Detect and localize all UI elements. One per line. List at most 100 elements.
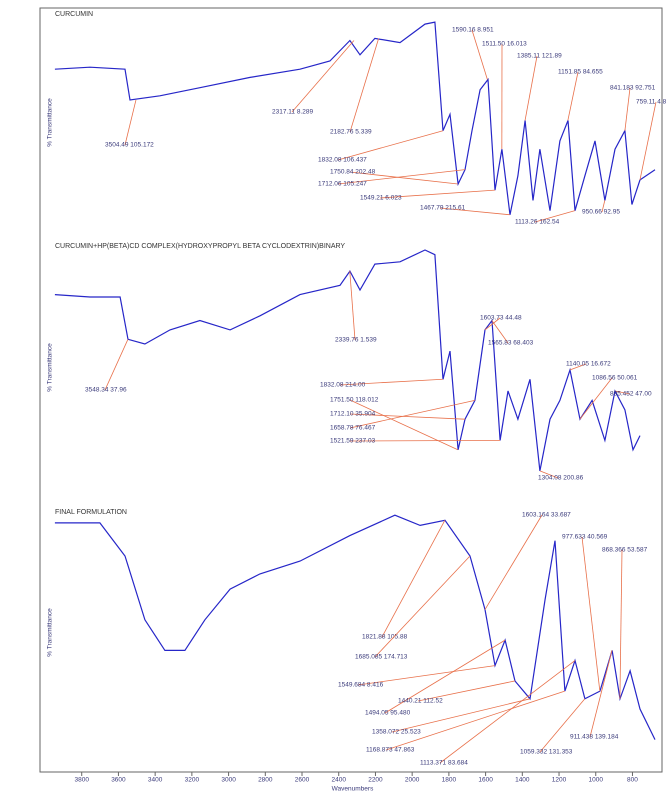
x-tick-label: 2400 bbox=[331, 777, 346, 784]
annotation-label: 1511.50 16.013 bbox=[482, 41, 527, 48]
annotation-leader bbox=[374, 555, 471, 658]
annotation-leader bbox=[539, 470, 559, 479]
annotation-label: 1385.11 121.89 bbox=[517, 53, 562, 60]
x-axis-label: Wavenumbers bbox=[332, 786, 374, 793]
annotation-label: 1712.10 35.904 bbox=[330, 411, 376, 418]
annotation-leader bbox=[349, 439, 500, 442]
annotation-leader bbox=[385, 690, 565, 751]
annotation-leader bbox=[349, 400, 475, 429]
annotation-leader bbox=[349, 413, 466, 420]
x-tick-label: 1200 bbox=[552, 777, 567, 784]
annotation-leader bbox=[439, 660, 576, 764]
annotation-label: 2339.76 1.539 bbox=[335, 337, 377, 344]
annotation-leader bbox=[471, 29, 488, 80]
annotation-label: 1304.08 200.86 bbox=[538, 475, 584, 482]
annotation-leader bbox=[381, 520, 446, 638]
plot-frame bbox=[39, 7, 663, 773]
annotation-leader bbox=[614, 390, 631, 395]
annotation-label: 1751.50 118.012 bbox=[330, 397, 379, 404]
annotation-leader bbox=[624, 87, 631, 131]
panel-title: CURCUMIN+HP(BETA)CD COMPLEX(HYDROXYPROPY… bbox=[55, 243, 345, 250]
x-tick-label: 3000 bbox=[221, 777, 236, 784]
annotation-leader bbox=[589, 650, 613, 738]
y-axis-label: % Transmittance bbox=[47, 608, 54, 657]
panel-title: FINAL FORMULATION bbox=[55, 509, 127, 516]
annotation-label: 1832.08 214.00 bbox=[320, 382, 366, 389]
annotation-label: 868.366 53.587 bbox=[602, 547, 648, 554]
annotation-label: 3504.49 105.172 bbox=[105, 142, 154, 149]
annotation-leader bbox=[357, 665, 495, 686]
annotation-leader bbox=[484, 317, 501, 331]
annotation-leader bbox=[569, 363, 587, 371]
annotation-leader bbox=[349, 271, 356, 341]
annotation-leader bbox=[384, 639, 506, 714]
x-tick-label: 2600 bbox=[295, 777, 310, 784]
annotation-label: 1603.73 44.48 bbox=[480, 315, 522, 322]
x-tick-label: 800 bbox=[627, 777, 638, 784]
annotation-leader bbox=[619, 549, 623, 699]
annotation-label: 1590.16 8.951 bbox=[452, 27, 494, 34]
x-tick-label: 1400 bbox=[515, 777, 530, 784]
annotation-label: 1565.83 68.403 bbox=[488, 340, 534, 347]
annotation-label: 911.438 139.184 bbox=[570, 734, 619, 741]
annotation-label: 1712.06 105.247 bbox=[318, 181, 367, 188]
x-tick-label: 3400 bbox=[148, 777, 163, 784]
annotation-leader bbox=[417, 680, 516, 702]
annotation-label: 1168.873 47.863 bbox=[366, 747, 415, 754]
annotation-leader bbox=[491, 320, 509, 344]
annotation-leader bbox=[484, 514, 543, 610]
annotation-leader bbox=[524, 55, 538, 121]
annotation-label: 1113.371 83.684 bbox=[420, 760, 468, 767]
annotation-label: 1549.684 8.416 bbox=[338, 682, 384, 689]
x-tick-label: 1000 bbox=[589, 777, 604, 784]
annotation-label: 2182.76 5.339 bbox=[330, 129, 372, 136]
annotation-label: 1113.26 162.54 bbox=[515, 219, 560, 226]
annotation-leader bbox=[539, 698, 586, 753]
annotation-label: 1059.332 131.353 bbox=[520, 749, 573, 756]
annotation-label: 1521.59 237.03 bbox=[330, 438, 376, 445]
annotation-label: 759.11 4.8 bbox=[636, 99, 666, 106]
y-axis-label: % Transmittance bbox=[47, 98, 54, 147]
annotation-label: 1603.164 33.687 bbox=[522, 512, 571, 519]
annotation-label: 1151.85 84.655 bbox=[558, 69, 603, 76]
annotation-label: 977.633 40.569 bbox=[562, 534, 608, 541]
x-tick-label: 1600 bbox=[478, 777, 493, 784]
annotation-leader bbox=[379, 189, 495, 199]
annotation-leader bbox=[124, 99, 137, 146]
annotation-leader bbox=[391, 698, 531, 733]
annotation-label: 1467.79 215.61 bbox=[420, 205, 466, 212]
annotation-label: 1658.78 76.467 bbox=[330, 425, 376, 432]
annotation-leader bbox=[439, 207, 510, 216]
annotation-label: 1140.05 16.672 bbox=[566, 361, 611, 368]
annotation-leader bbox=[337, 130, 444, 161]
x-tick-label: 2800 bbox=[258, 777, 273, 784]
annotation-label: 3548.34 37.96 bbox=[85, 387, 127, 394]
annotation-label: 950.66 92.95 bbox=[582, 209, 620, 216]
x-tick-label: 2200 bbox=[368, 777, 383, 784]
x-tick-label: 1800 bbox=[442, 777, 457, 784]
annotation-leader bbox=[579, 377, 613, 420]
x-tick-label: 2000 bbox=[405, 777, 420, 784]
annotation-label: 841.183 92.751 bbox=[610, 85, 656, 92]
annotation-label: 1494.05 95.480 bbox=[365, 710, 411, 717]
annotation-leader bbox=[349, 38, 379, 133]
annotation-label: 1685.085 174.713 bbox=[355, 654, 408, 661]
annotation-label: 1750.84 202.48 bbox=[330, 169, 376, 176]
x-tick-label: 3200 bbox=[185, 777, 200, 784]
annotation-label: 1832.08 106.437 bbox=[318, 157, 367, 164]
x-tick-label: 3800 bbox=[74, 777, 89, 784]
annotation-label: 2317.11 8.289 bbox=[272, 109, 313, 116]
annotation-leader bbox=[639, 101, 657, 180]
annotation-label: 1440.21 112.52 bbox=[398, 698, 443, 705]
annotation-leader bbox=[349, 399, 458, 451]
x-tick-label: 3600 bbox=[111, 777, 126, 784]
annotation-leader bbox=[339, 378, 444, 386]
annotation-label: 1358.072 25.523 bbox=[372, 729, 421, 736]
annotation-leader bbox=[291, 40, 355, 113]
annotation-label: 1549.21 6.023 bbox=[360, 195, 402, 202]
annotation-leader bbox=[349, 171, 458, 185]
annotation-leader bbox=[104, 339, 129, 391]
annotation-leader bbox=[601, 200, 606, 213]
annotation-leader bbox=[567, 71, 579, 121]
